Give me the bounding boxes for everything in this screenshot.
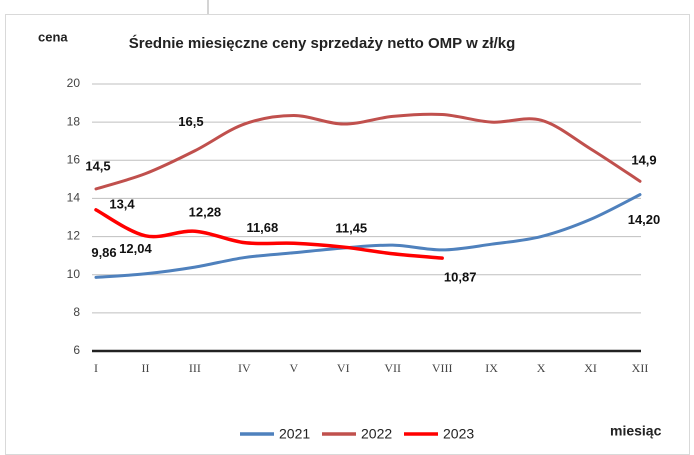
y-tick-label: 16	[67, 152, 81, 166]
data-label: 11,68	[246, 220, 278, 235]
data-label: 14,9	[631, 153, 656, 168]
y-tick-label: 8	[73, 305, 80, 319]
x-tick-label: XI	[584, 361, 597, 375]
y-tick-label: 20	[67, 76, 81, 90]
data-label: 14,5	[85, 158, 110, 173]
x-tick-label: VIII	[432, 361, 453, 375]
data-label: 16,5	[178, 114, 203, 129]
x-tick-label: I	[94, 361, 98, 375]
data-label: 12,04	[119, 241, 152, 256]
y-tick-label: 14	[67, 191, 81, 205]
y-tick-label: 6	[73, 343, 80, 357]
data-label: 14,20	[628, 212, 661, 227]
series-line	[94, 193, 642, 279]
y-tick-label: 10	[67, 267, 81, 281]
legend-label: 2021	[279, 426, 310, 442]
x-tick-label: III	[189, 361, 201, 375]
x-tick-label: IX	[485, 361, 498, 375]
data-label: 10,87	[444, 270, 477, 285]
data-label: 11,45	[335, 220, 367, 235]
x-axis-label: miesiąc	[610, 423, 662, 439]
legend-label: 2023	[443, 426, 474, 442]
x-tick-label: VI	[337, 361, 350, 375]
series-line	[94, 112, 642, 191]
y-axis-label: cena	[38, 29, 68, 44]
series-line	[94, 208, 444, 260]
y-tick-label: 18	[67, 114, 81, 128]
x-tick-label: XII	[632, 361, 649, 375]
data-label: 13,4	[109, 196, 135, 211]
x-tick-label: II	[141, 361, 149, 375]
chart-title: Średnie miesięczne ceny sprzedaży netto …	[129, 34, 516, 52]
data-label: 9,86	[91, 245, 116, 260]
data-label: 12,28	[189, 205, 222, 220]
x-tick-label: V	[289, 361, 298, 375]
x-tick-label: X	[537, 361, 546, 375]
x-tick-label: IV	[238, 361, 251, 375]
y-tick-label: 12	[67, 229, 81, 243]
x-tick-label: VII	[384, 361, 401, 375]
legend-label: 2022	[361, 426, 392, 442]
